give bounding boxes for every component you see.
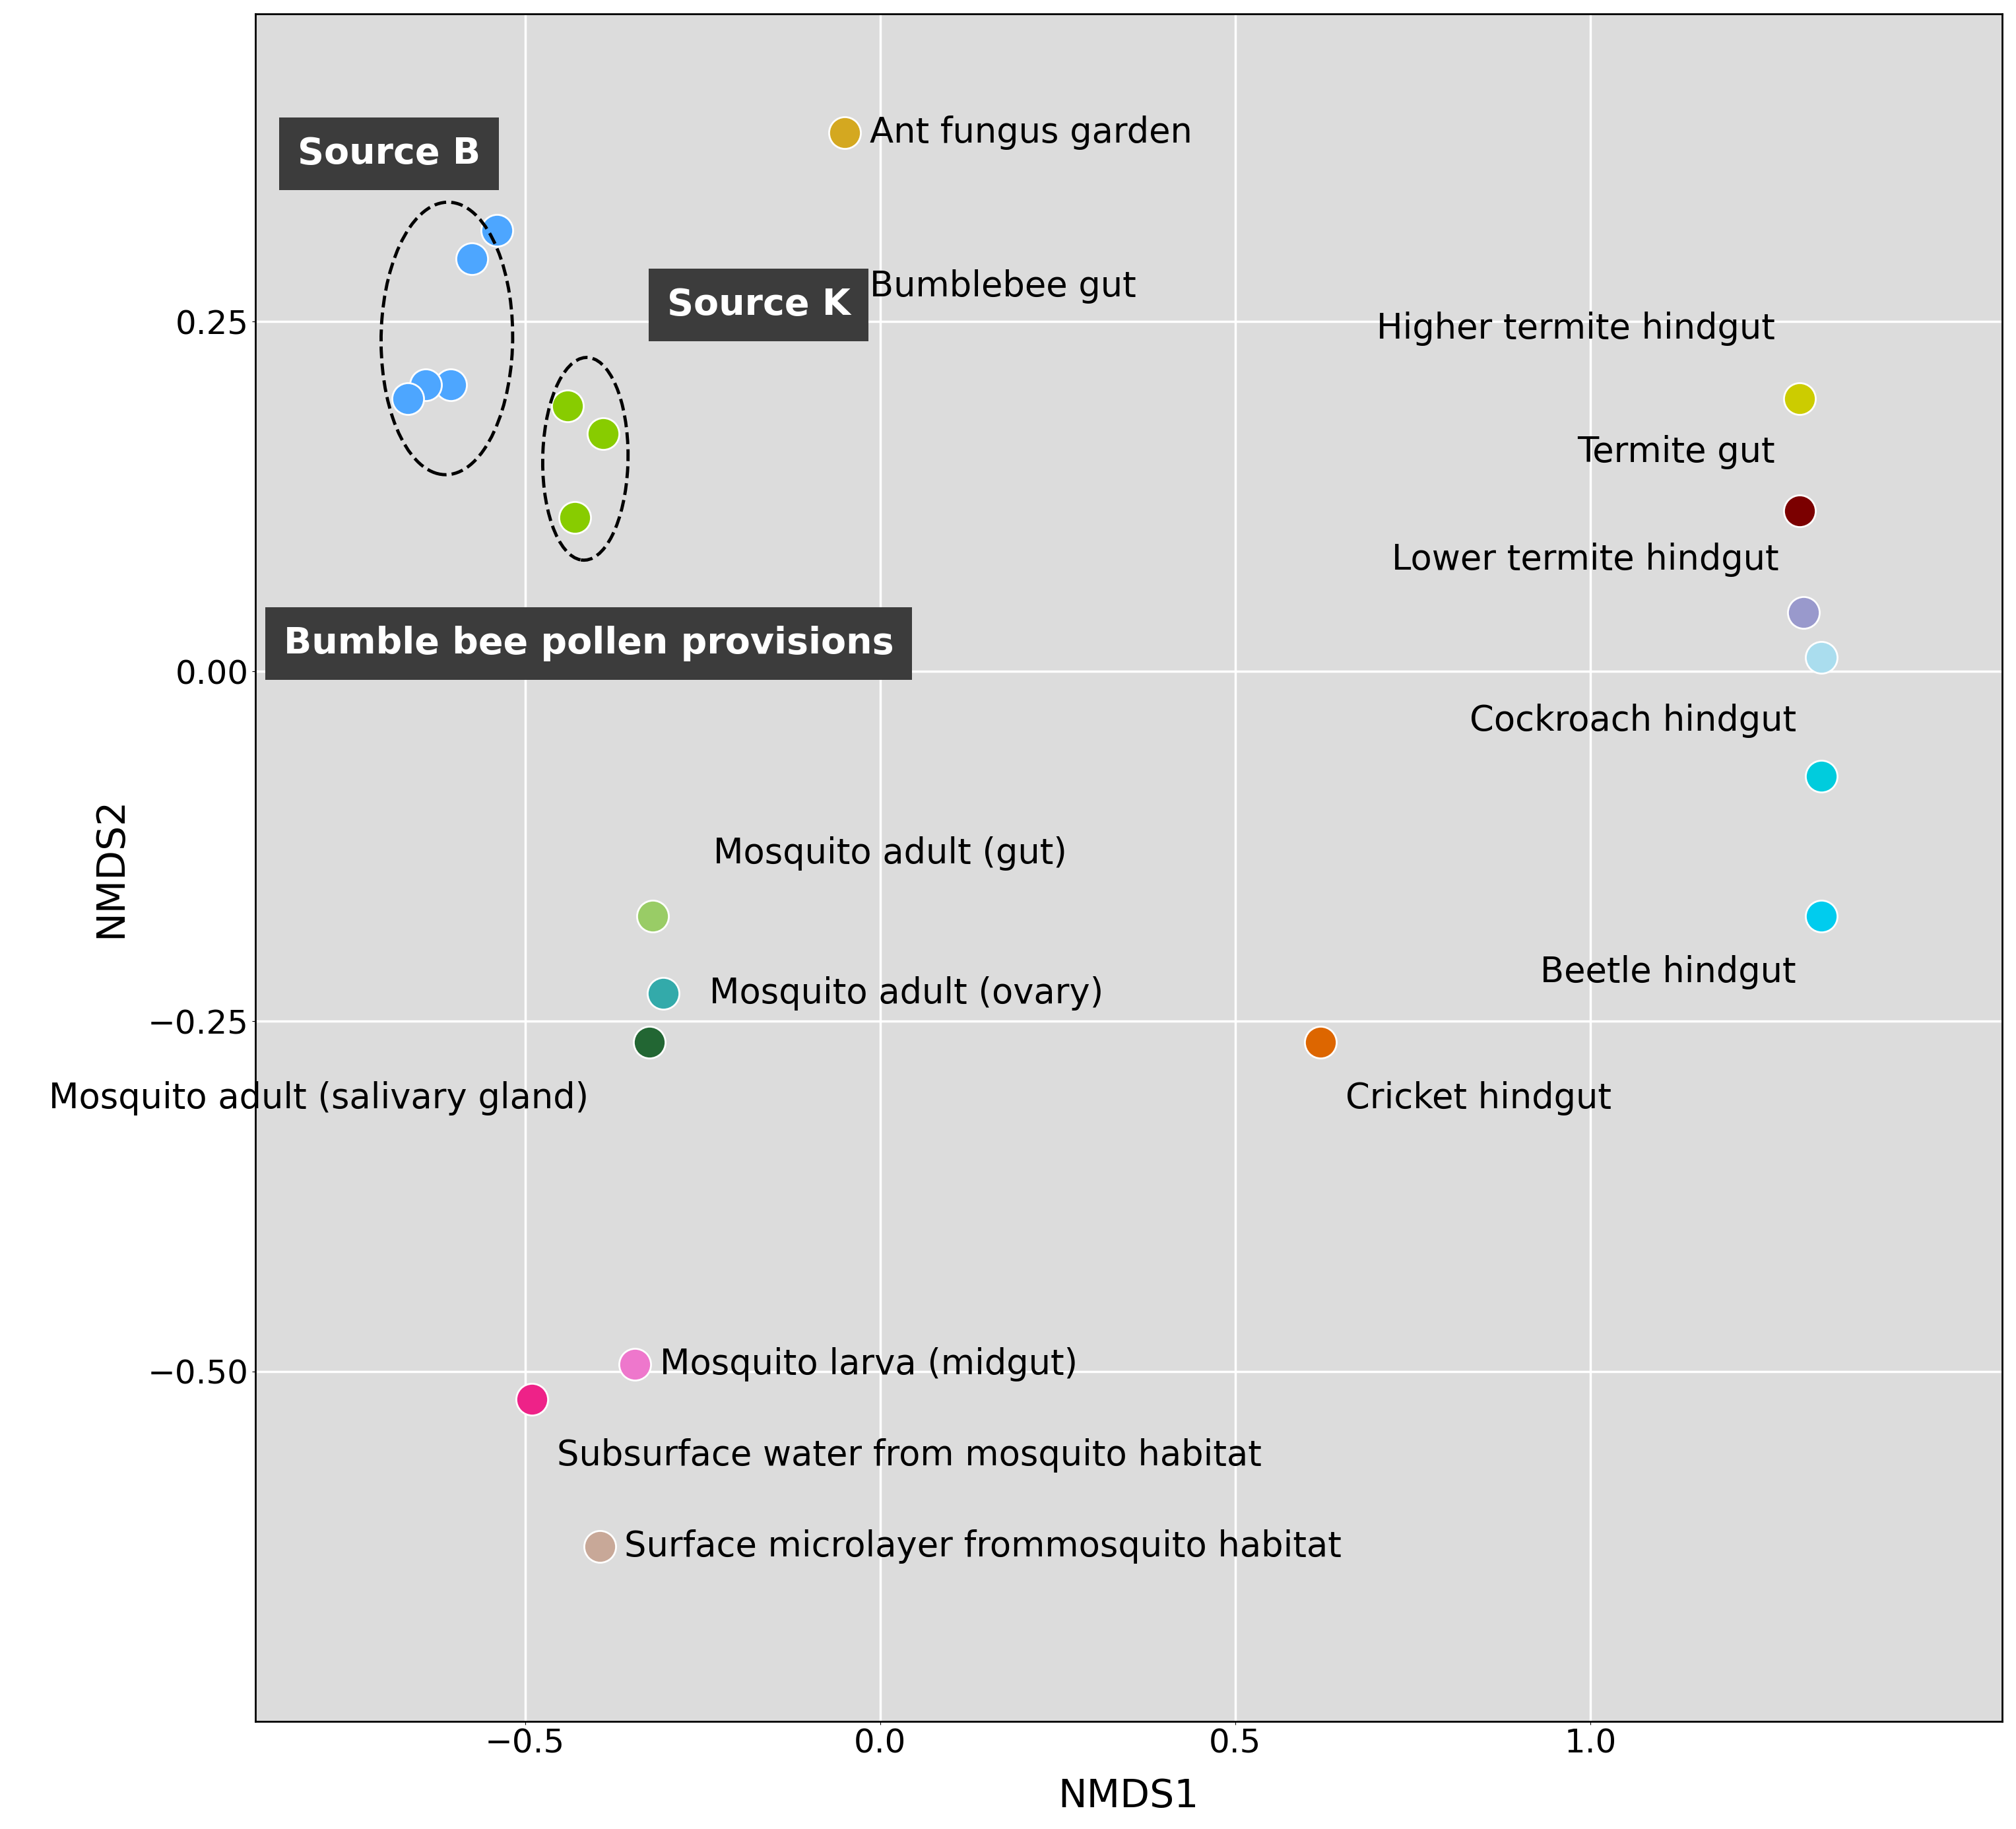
Point: [456, 243, 488, 273]
Text: Source K: Source K: [667, 287, 851, 322]
Text: Mosquito adult (ovary): Mosquito adult (ovary): [710, 977, 1105, 1011]
Point: [829, 119, 861, 148]
Point: [558, 503, 591, 532]
Point: [1804, 902, 1837, 931]
Point: [583, 1531, 615, 1560]
Point: [516, 1385, 548, 1414]
Point: [1784, 496, 1816, 525]
Point: [637, 902, 669, 931]
Text: Surface microlayer frommosquito habitat: Surface microlayer frommosquito habitat: [625, 1529, 1343, 1564]
Point: [587, 419, 619, 448]
Text: Higher termite hindgut: Higher termite hindgut: [1377, 311, 1774, 346]
Point: [829, 273, 861, 302]
Text: Bumblebee gut: Bumblebee gut: [869, 269, 1135, 304]
Point: [633, 1028, 665, 1057]
Point: [1784, 384, 1816, 413]
Point: [480, 216, 512, 245]
Point: [552, 391, 585, 421]
Text: Cricket hindgut: Cricket hindgut: [1345, 1081, 1611, 1116]
Text: Mosquito adult (salivary gland): Mosquito adult (salivary gland): [48, 1081, 589, 1116]
Point: [433, 369, 466, 399]
Text: Lower termite hindgut: Lower termite hindgut: [1391, 543, 1778, 576]
Text: Cockroach hindgut: Cockroach hindgut: [1470, 704, 1796, 737]
Point: [619, 1350, 651, 1379]
Text: Ant fungus garden: Ant fungus garden: [869, 115, 1191, 150]
Text: Mosquito larva (midgut): Mosquito larva (midgut): [659, 1348, 1079, 1381]
Text: Termite gut: Termite gut: [1577, 435, 1774, 468]
Text: Subsurface water from mosquito habitat: Subsurface water from mosquito habitat: [556, 1438, 1262, 1472]
Point: [1804, 644, 1837, 673]
Point: [409, 369, 442, 399]
Text: Beetle hindgut: Beetle hindgut: [1540, 955, 1796, 989]
Text: Source B: Source B: [298, 135, 480, 172]
Point: [391, 384, 423, 413]
Y-axis label: NMDS2: NMDS2: [93, 797, 129, 938]
Point: [647, 979, 679, 1008]
Point: [1804, 763, 1837, 792]
Text: Mosquito adult (gut): Mosquito adult (gut): [714, 836, 1066, 871]
Text: Bumble bee pollen provisions: Bumble bee pollen provisions: [284, 626, 893, 662]
Point: [1788, 598, 1820, 627]
Point: [1304, 1028, 1337, 1057]
X-axis label: NMDS1: NMDS1: [1058, 1778, 1200, 1814]
